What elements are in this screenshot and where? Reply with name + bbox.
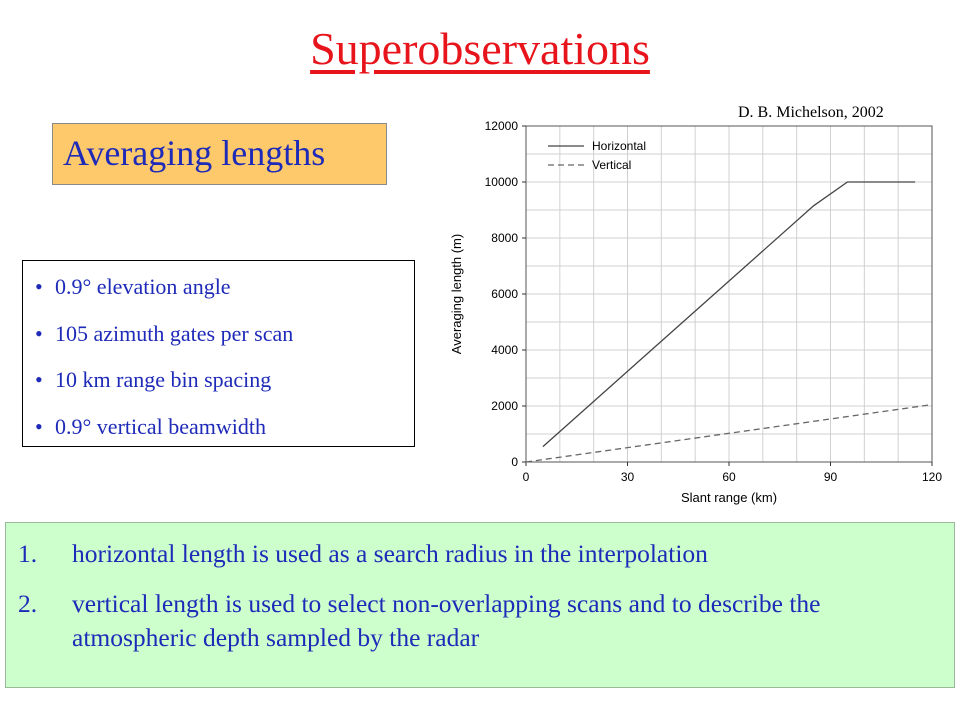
note-item: 1. horizontal length is used as a search… <box>18 537 708 571</box>
y-tick-label: 4000 <box>491 343 518 357</box>
note-text: vertical length is used to select non-ov… <box>72 589 821 652</box>
citation: D. B. Michelson, 2002 <box>738 104 884 121</box>
y-axis-label: Averaging length (m) <box>449 234 464 354</box>
legend-label: Vertical <box>592 158 631 172</box>
y-tick-label: 0 <box>511 455 518 469</box>
series-line-vertical <box>525 403 933 463</box>
bullet-icon: • <box>35 367 43 392</box>
y-tick-label: 12000 <box>485 119 519 133</box>
y-tick-label: 8000 <box>491 231 518 245</box>
parameter-text: 105 azimuth gates per scan <box>55 320 294 346</box>
parameter-item: • 105 azimuth gates per scan <box>35 314 414 361</box>
legend-label: Horizontal <box>592 139 646 153</box>
parameter-text: 0.9° vertical beamwidth <box>55 413 267 439</box>
parameter-item: • 0.9° vertical beamwidth <box>35 407 414 454</box>
note-number: 2. <box>18 589 38 618</box>
bullet-icon: • <box>35 320 43 346</box>
bullet-icon: • <box>35 413 43 439</box>
y-tick-label: 6000 <box>491 287 518 301</box>
parameter-item: • 0.9° elevation angle <box>35 267 414 314</box>
y-tick-label: 2000 <box>491 399 518 413</box>
x-tick-label: 60 <box>722 470 736 484</box>
parameters-list: • 0.9° elevation angle • 105 azimuth gates… <box>35 267 414 453</box>
averaging-length-chart: 0 30 60 90 120 0 2000 4000 6000 8000 10000 12000 Sla… <box>449 119 942 505</box>
series-line-horizontal <box>542 181 916 448</box>
note-text: horizontal length is used as a search ra… <box>72 539 708 568</box>
slide-title: Superobservations <box>310 23 650 74</box>
notes-box: 1. horizontal length is used as a search… <box>5 522 955 688</box>
x-tick-label: 0 <box>523 470 530 484</box>
parameter-text: 10 km range bin spacing <box>55 367 272 392</box>
section-label-box: Averaging lengths <box>52 123 387 185</box>
note-item: 2. vertical length is used to select non… <box>18 587 918 655</box>
parameters-box: • 0.9° elevation angle • 105 azimuth gates… <box>22 260 415 447</box>
parameter-text: 0.9° elevation angle <box>55 274 231 299</box>
parameter-item: • 10 km range bin spacing <box>35 360 414 407</box>
x-tick-label: 30 <box>621 470 635 484</box>
x-tick-label: 90 <box>824 470 838 484</box>
x-tick-label: 120 <box>922 470 942 484</box>
bullet-icon: • <box>35 274 43 299</box>
y-tick-label: 10000 <box>485 175 519 189</box>
section-label: Averaging lengths <box>63 133 326 173</box>
note-number: 1. <box>18 539 38 568</box>
x-axis-label: Slant range (km) <box>681 490 777 505</box>
